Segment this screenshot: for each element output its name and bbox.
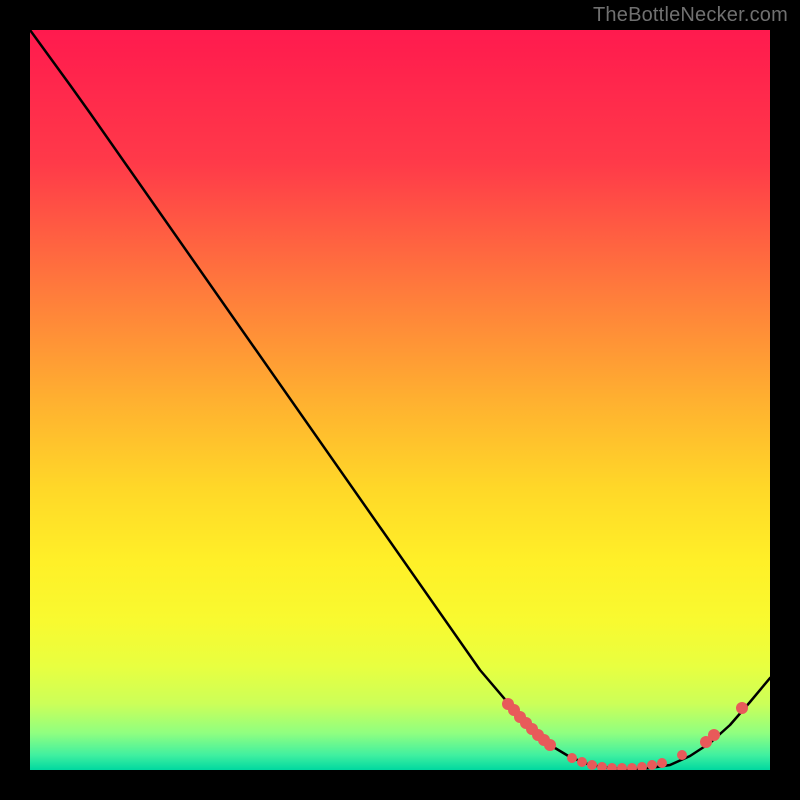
data-marker (587, 760, 597, 770)
data-marker (577, 757, 587, 767)
data-marker (544, 739, 556, 751)
watermark-text: TheBottleNecker.com (593, 4, 788, 27)
chart-svg (30, 30, 770, 770)
plot-area (30, 30, 770, 770)
data-marker (708, 729, 720, 741)
data-marker (647, 760, 657, 770)
data-marker (657, 758, 667, 768)
gradient-background (30, 30, 770, 770)
data-marker (736, 702, 748, 714)
data-marker (567, 753, 577, 763)
chart-frame: TheBottleNecker.com (0, 0, 800, 800)
data-marker (677, 750, 687, 760)
